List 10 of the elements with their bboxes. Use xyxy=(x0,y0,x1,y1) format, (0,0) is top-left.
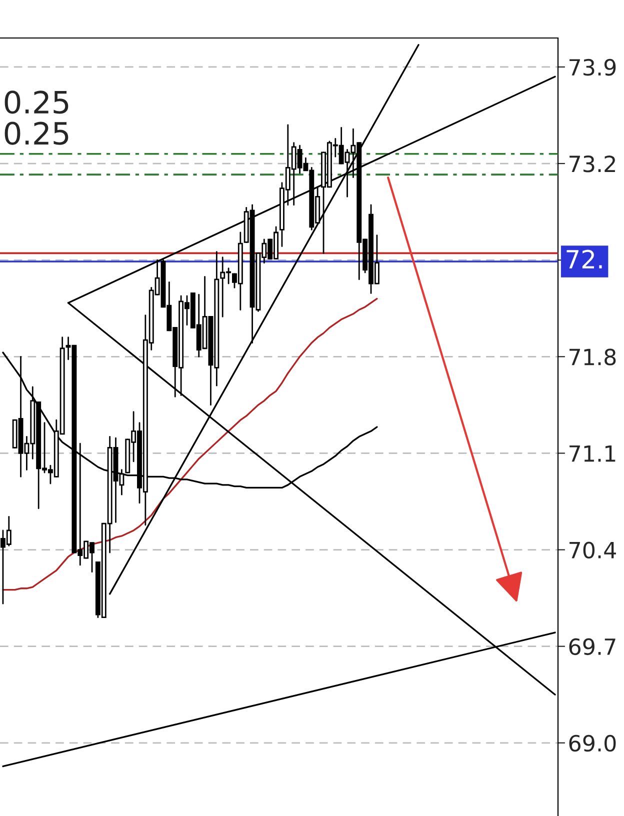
y-tick-label: 70.4 xyxy=(570,542,616,559)
annotation: 0.25 xyxy=(4,122,68,145)
y-tick-label: 71.8 xyxy=(570,348,616,366)
y-tick-label: 73.2 xyxy=(570,155,615,172)
y-tick-label: 71.1 xyxy=(570,445,616,462)
ref-line-label: 72. xyxy=(566,250,602,268)
y-tick-label: 69.7 xyxy=(569,638,616,656)
annotation: 0.25 xyxy=(4,90,68,114)
y-tick-label: 73.9 xyxy=(570,58,616,76)
y-tick-label: 69.0 xyxy=(569,734,616,752)
